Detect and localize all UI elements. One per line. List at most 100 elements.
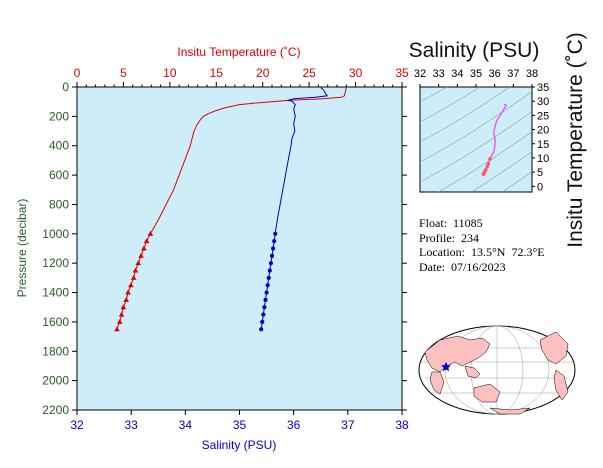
salinity-tick-label: 35 bbox=[233, 418, 247, 432]
salinity-point bbox=[263, 297, 268, 302]
pressure-tick-label: 2000 bbox=[42, 374, 69, 388]
ts-contour bbox=[410, 0, 552, 27]
float-row: Float: 11085 bbox=[419, 216, 545, 231]
ts-axes: 32 33 34 35 36 37 38 0 5 10 15 20 25 30 35 bbox=[414, 68, 549, 193]
float-label: Float: bbox=[419, 216, 448, 230]
ts-deep-point bbox=[486, 162, 491, 166]
ts-contour bbox=[420, 87, 448, 103]
ts-temperature-tick-label: 30 bbox=[537, 96, 549, 108]
pressure-tick-label: 1600 bbox=[42, 315, 69, 329]
pressure-tick-label: 800 bbox=[49, 197, 69, 211]
ts-diagram: 32 33 34 35 36 37 38 0 5 10 15 20 25 30 35 Salinity (P… bbox=[409, 0, 587, 248]
ts-contour bbox=[420, 87, 511, 143]
profile-plot-area bbox=[76, 86, 403, 411]
float-info-panel: Float: 11085 Profile: 234 Location: 13.5… bbox=[419, 216, 545, 274]
date-row: Date: 07/16/2023 bbox=[419, 260, 545, 275]
salinity-tick-label: 38 bbox=[395, 418, 409, 432]
ts-temperature-tick-label: 20 bbox=[537, 125, 549, 137]
temperature-axis-title: Insitu Temperature (˚C) bbox=[177, 45, 300, 59]
temperature-point bbox=[116, 318, 123, 324]
salinity-point bbox=[264, 290, 269, 295]
ts-title: Salinity (PSU) bbox=[409, 39, 540, 62]
ts-contour bbox=[437, 131, 532, 192]
ts-contour-lines bbox=[410, 0, 552, 192]
location-map bbox=[418, 325, 576, 415]
ts-density-contours bbox=[410, 0, 552, 192]
pressure-tick-label: 1800 bbox=[42, 344, 69, 358]
temperature-line bbox=[149, 87, 347, 235]
ts-temperature-tick-label: 35 bbox=[537, 82, 549, 94]
ts-contour bbox=[420, 91, 532, 163]
salinity-point bbox=[261, 312, 266, 317]
temperature-point bbox=[141, 245, 147, 251]
profile-axes: 0 5 10 15 20 25 30 35 32 33 34 35 36 37 38 0 200 400 600 80… bbox=[42, 66, 409, 432]
date-value: 07/16/2023 bbox=[451, 259, 506, 274]
pressure-tick-label: 1400 bbox=[42, 286, 69, 300]
salinity-point bbox=[272, 239, 277, 244]
salinity-tick-label: 36 bbox=[287, 418, 301, 432]
salinity-point bbox=[262, 305, 267, 310]
ts-temperature-axis-title: Insitu Temperature (˚C) bbox=[564, 32, 587, 248]
salinity-point bbox=[266, 275, 271, 280]
temperature-point bbox=[120, 304, 127, 310]
location-label: Location: bbox=[419, 245, 465, 259]
ts-contour bbox=[420, 111, 532, 183]
profile-plot: 0 5 10 15 20 25 30 35 32 33 34 35 36 37 38 0 200 400 600 80… bbox=[15, 45, 409, 452]
salinity-point bbox=[259, 327, 264, 332]
temperature-tick-label: 15 bbox=[210, 66, 224, 80]
location-value: 13.5°N 72.3°E bbox=[470, 245, 545, 259]
ts-salinity-tick-label: 35 bbox=[470, 68, 482, 80]
temperature-point bbox=[114, 326, 120, 332]
float-location-star bbox=[441, 362, 451, 372]
ts-temperature-tick-label: 10 bbox=[537, 153, 549, 165]
ts-deep-point bbox=[485, 164, 490, 169]
pressure-tick-label: 400 bbox=[49, 139, 69, 153]
float-value: 11085 bbox=[453, 216, 483, 230]
temperature-tick-label: 35 bbox=[395, 66, 409, 80]
temperature-point bbox=[118, 311, 125, 317]
temperature-point bbox=[143, 238, 150, 244]
location-row: Location: 13.5°N 72.3°E bbox=[419, 245, 545, 260]
salinity-point bbox=[270, 246, 276, 251]
ts-salinity-tick-label: 33 bbox=[433, 68, 445, 80]
temperature-tick-label: 20 bbox=[256, 66, 270, 80]
map-land bbox=[424, 331, 569, 415]
temperature-tick-label: 25 bbox=[302, 66, 316, 80]
ts-temperature-tick-label: 15 bbox=[537, 139, 549, 151]
temperature-point bbox=[130, 274, 137, 280]
salinity-point bbox=[260, 319, 265, 325]
ts-deep-point bbox=[481, 172, 486, 176]
temperature-point bbox=[125, 289, 131, 295]
profile-series bbox=[114, 87, 347, 332]
date-label: Date: bbox=[419, 259, 445, 274]
temperature-point bbox=[128, 282, 134, 288]
temperature-point bbox=[123, 296, 130, 302]
salinity-point bbox=[273, 231, 278, 236]
temperature-tick-label: 5 bbox=[120, 66, 127, 80]
ts-contour bbox=[410, 0, 552, 7]
temperature-tick-label: 30 bbox=[349, 66, 363, 80]
ts-contour bbox=[420, 87, 481, 123]
salinity-tick-label: 34 bbox=[179, 418, 193, 432]
ts-temperature-tick-label: 5 bbox=[537, 167, 543, 179]
salinity-axis-title: Salinity (PSU) bbox=[202, 438, 277, 452]
profile-value: 234 bbox=[461, 230, 479, 245]
ts-salinity-tick-label: 38 bbox=[526, 68, 538, 80]
pressure-tick-label: 0 bbox=[62, 80, 69, 94]
ts-salinity-tick-label: 32 bbox=[414, 68, 426, 80]
pressure-axis-title: Pressure (decibar) bbox=[15, 199, 29, 298]
temperature-tick-label: 10 bbox=[163, 66, 177, 80]
pressure-tick-label: 1000 bbox=[42, 227, 69, 241]
pressure-tick-label: 600 bbox=[49, 168, 69, 182]
pressure-tick-label: 200 bbox=[49, 109, 69, 123]
ts-temperature-tick-label: 0 bbox=[537, 181, 543, 193]
salinity-line bbox=[274, 87, 329, 234]
ts-series bbox=[481, 103, 507, 176]
profile-label: Profile: bbox=[419, 230, 455, 245]
salinity-point bbox=[267, 268, 272, 273]
ts-salinity-tick-label: 34 bbox=[451, 68, 463, 80]
salinity-tick-label: 37 bbox=[341, 418, 355, 432]
salinity-tick-label: 32 bbox=[70, 418, 84, 432]
temperature-point bbox=[132, 267, 139, 273]
